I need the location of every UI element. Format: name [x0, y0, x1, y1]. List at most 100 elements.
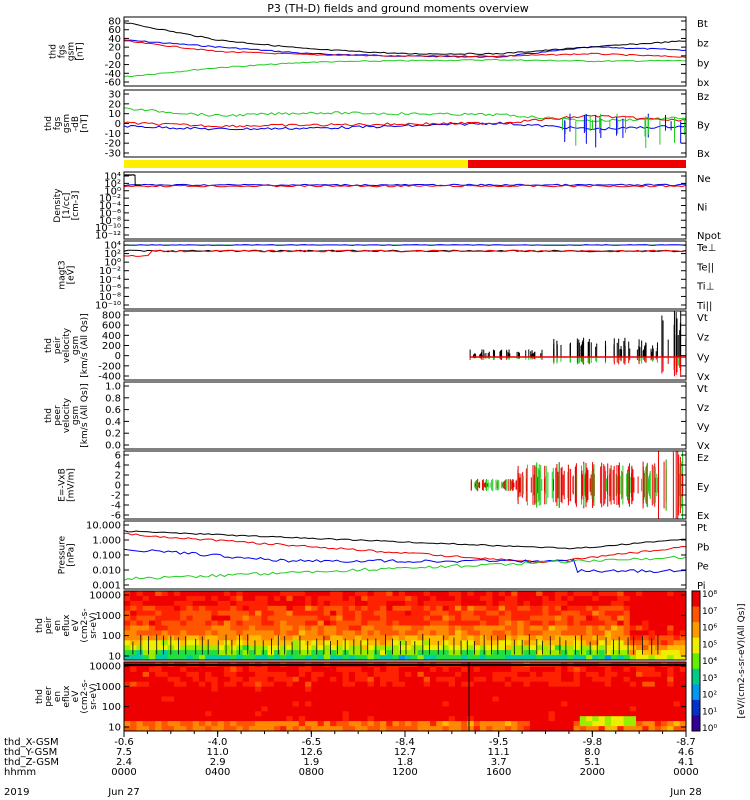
spectrogram-cell: [261, 600, 269, 607]
spectrogram-cell: [330, 701, 337, 707]
spectrogram-cell: [311, 610, 319, 617]
spectrogram-cell: [673, 726, 681, 731]
spectrogram-cell: [654, 671, 662, 678]
spectrogram-cell: [155, 681, 162, 688]
spectrogram-cell: [504, 615, 512, 622]
spectrogram-cell: [548, 595, 556, 602]
spectrogram-cell: [217, 666, 225, 673]
spectrogram-cell: [392, 591, 400, 597]
spectrogram-cell: [398, 650, 406, 656]
spectrogram-cell: [242, 696, 250, 702]
legend-entry: Pe: [697, 562, 709, 573]
colorbar-tick-label: 10²: [702, 691, 717, 701]
y-tick-label: 100: [102, 631, 121, 642]
spectrogram-cell: [486, 640, 493, 646]
spectrogram-cell: [380, 645, 387, 651]
spectrogram-cell: [380, 711, 387, 717]
spectrogram-cell: [442, 625, 450, 631]
spectrogram-cell: [373, 666, 381, 673]
spectrogram-cell: [617, 630, 625, 636]
spectrogram-cell: [654, 666, 662, 673]
spectrogram-cell: [311, 696, 319, 702]
spectrogram-cell: [536, 706, 543, 712]
spectrogram-cell: [498, 655, 506, 660]
status-bar-yellow: [124, 160, 468, 168]
spectrogram-cell: [623, 686, 631, 693]
spectrogram-cell: [573, 595, 581, 602]
spectrogram-cell: [423, 630, 431, 636]
spectrogram-cell: [192, 630, 200, 636]
spectrogram-cell: [298, 650, 306, 656]
spectrogram-cell: [567, 620, 575, 627]
spectrogram-cell: [654, 610, 662, 617]
y-axis-label-line: en: [53, 620, 63, 631]
spectrogram-cell: [330, 691, 337, 698]
spectrogram-cell: [248, 716, 256, 722]
y-axis-label-line: (cm2-s-: [80, 608, 90, 642]
spectrogram-cell: [367, 640, 375, 646]
spectrogram-cell: [561, 676, 568, 683]
spectrogram-cell: [579, 691, 587, 698]
spectrogram-cell: [336, 716, 344, 722]
series-By: [124, 107, 686, 123]
spectrogram-cell: [217, 676, 225, 683]
spectrogram-cell: [336, 620, 344, 627]
spectrogram-cell: [186, 640, 194, 646]
spectrogram-cell: [679, 595, 686, 602]
spectrogram-cell: [373, 600, 381, 607]
spectrogram-cell: [667, 650, 675, 656]
spectrogram-cell: [442, 676, 450, 683]
spectrogram-cell: [423, 605, 431, 612]
spectrogram-cell: [667, 696, 675, 702]
spectrogram-cell: [161, 635, 169, 641]
spectrogram-cell: [642, 666, 650, 673]
spectrogram-cell: [461, 666, 468, 673]
legend-entry: Ni: [697, 203, 707, 214]
spectrogram-cell: [473, 701, 481, 707]
spectrogram-cell: [648, 595, 656, 602]
spectrogram-cell: [267, 615, 275, 622]
spectrogram-cell: [667, 676, 675, 683]
spectrogram-cell: [130, 591, 137, 597]
spectrogram-cell: [517, 605, 525, 612]
spectrogram-cell: [180, 701, 187, 707]
spectrogram-cell: [323, 681, 331, 688]
spectrogram-cell: [230, 671, 237, 678]
spectrogram-cell: [511, 726, 518, 731]
spectrogram-cell: [636, 605, 643, 612]
spectrogram-cell: [130, 686, 137, 693]
spectrogram-cell: [611, 706, 618, 712]
spectrogram-cell: [242, 605, 250, 612]
x-row-value: 12.6: [300, 747, 322, 758]
series-Pi: [124, 548, 686, 574]
spectrogram-cell: [430, 595, 437, 602]
spectrogram-cell: [198, 696, 206, 702]
spectrogram-cell: [161, 620, 169, 627]
spectrogram-cell: [592, 716, 600, 722]
spectrogram-cell: [430, 686, 437, 693]
spectrogram-cell: [361, 630, 369, 636]
spectrogram-cell: [567, 671, 575, 678]
spectrogram-cell: [517, 706, 525, 712]
spectrogram-cell: [667, 706, 675, 712]
y-axis-label-line: eV: [71, 690, 81, 703]
spectrogram-cell: [380, 630, 387, 636]
spectrogram-cell: [448, 706, 456, 712]
spectrogram-cell: [292, 676, 300, 683]
spectrogram-cell: [242, 610, 250, 617]
spectrogram-cell: [417, 716, 425, 722]
spectrogram-cell: [592, 610, 600, 617]
spectrogram-cell: [561, 691, 568, 698]
spectrogram-cell: [261, 605, 269, 612]
spectrogram-cell: [380, 650, 387, 656]
spectrogram-cell: [405, 716, 412, 722]
spectrogram-cell: [205, 640, 212, 646]
spectrogram-cell: [417, 676, 425, 683]
spectrogram-cell: [386, 600, 394, 607]
y-tick-label: 800: [102, 311, 121, 322]
spectrogram-cell: [517, 595, 525, 602]
spectrogram-cell: [180, 671, 187, 678]
spectrogram-cell: [573, 640, 581, 646]
spectrogram-cell: [417, 721, 425, 727]
